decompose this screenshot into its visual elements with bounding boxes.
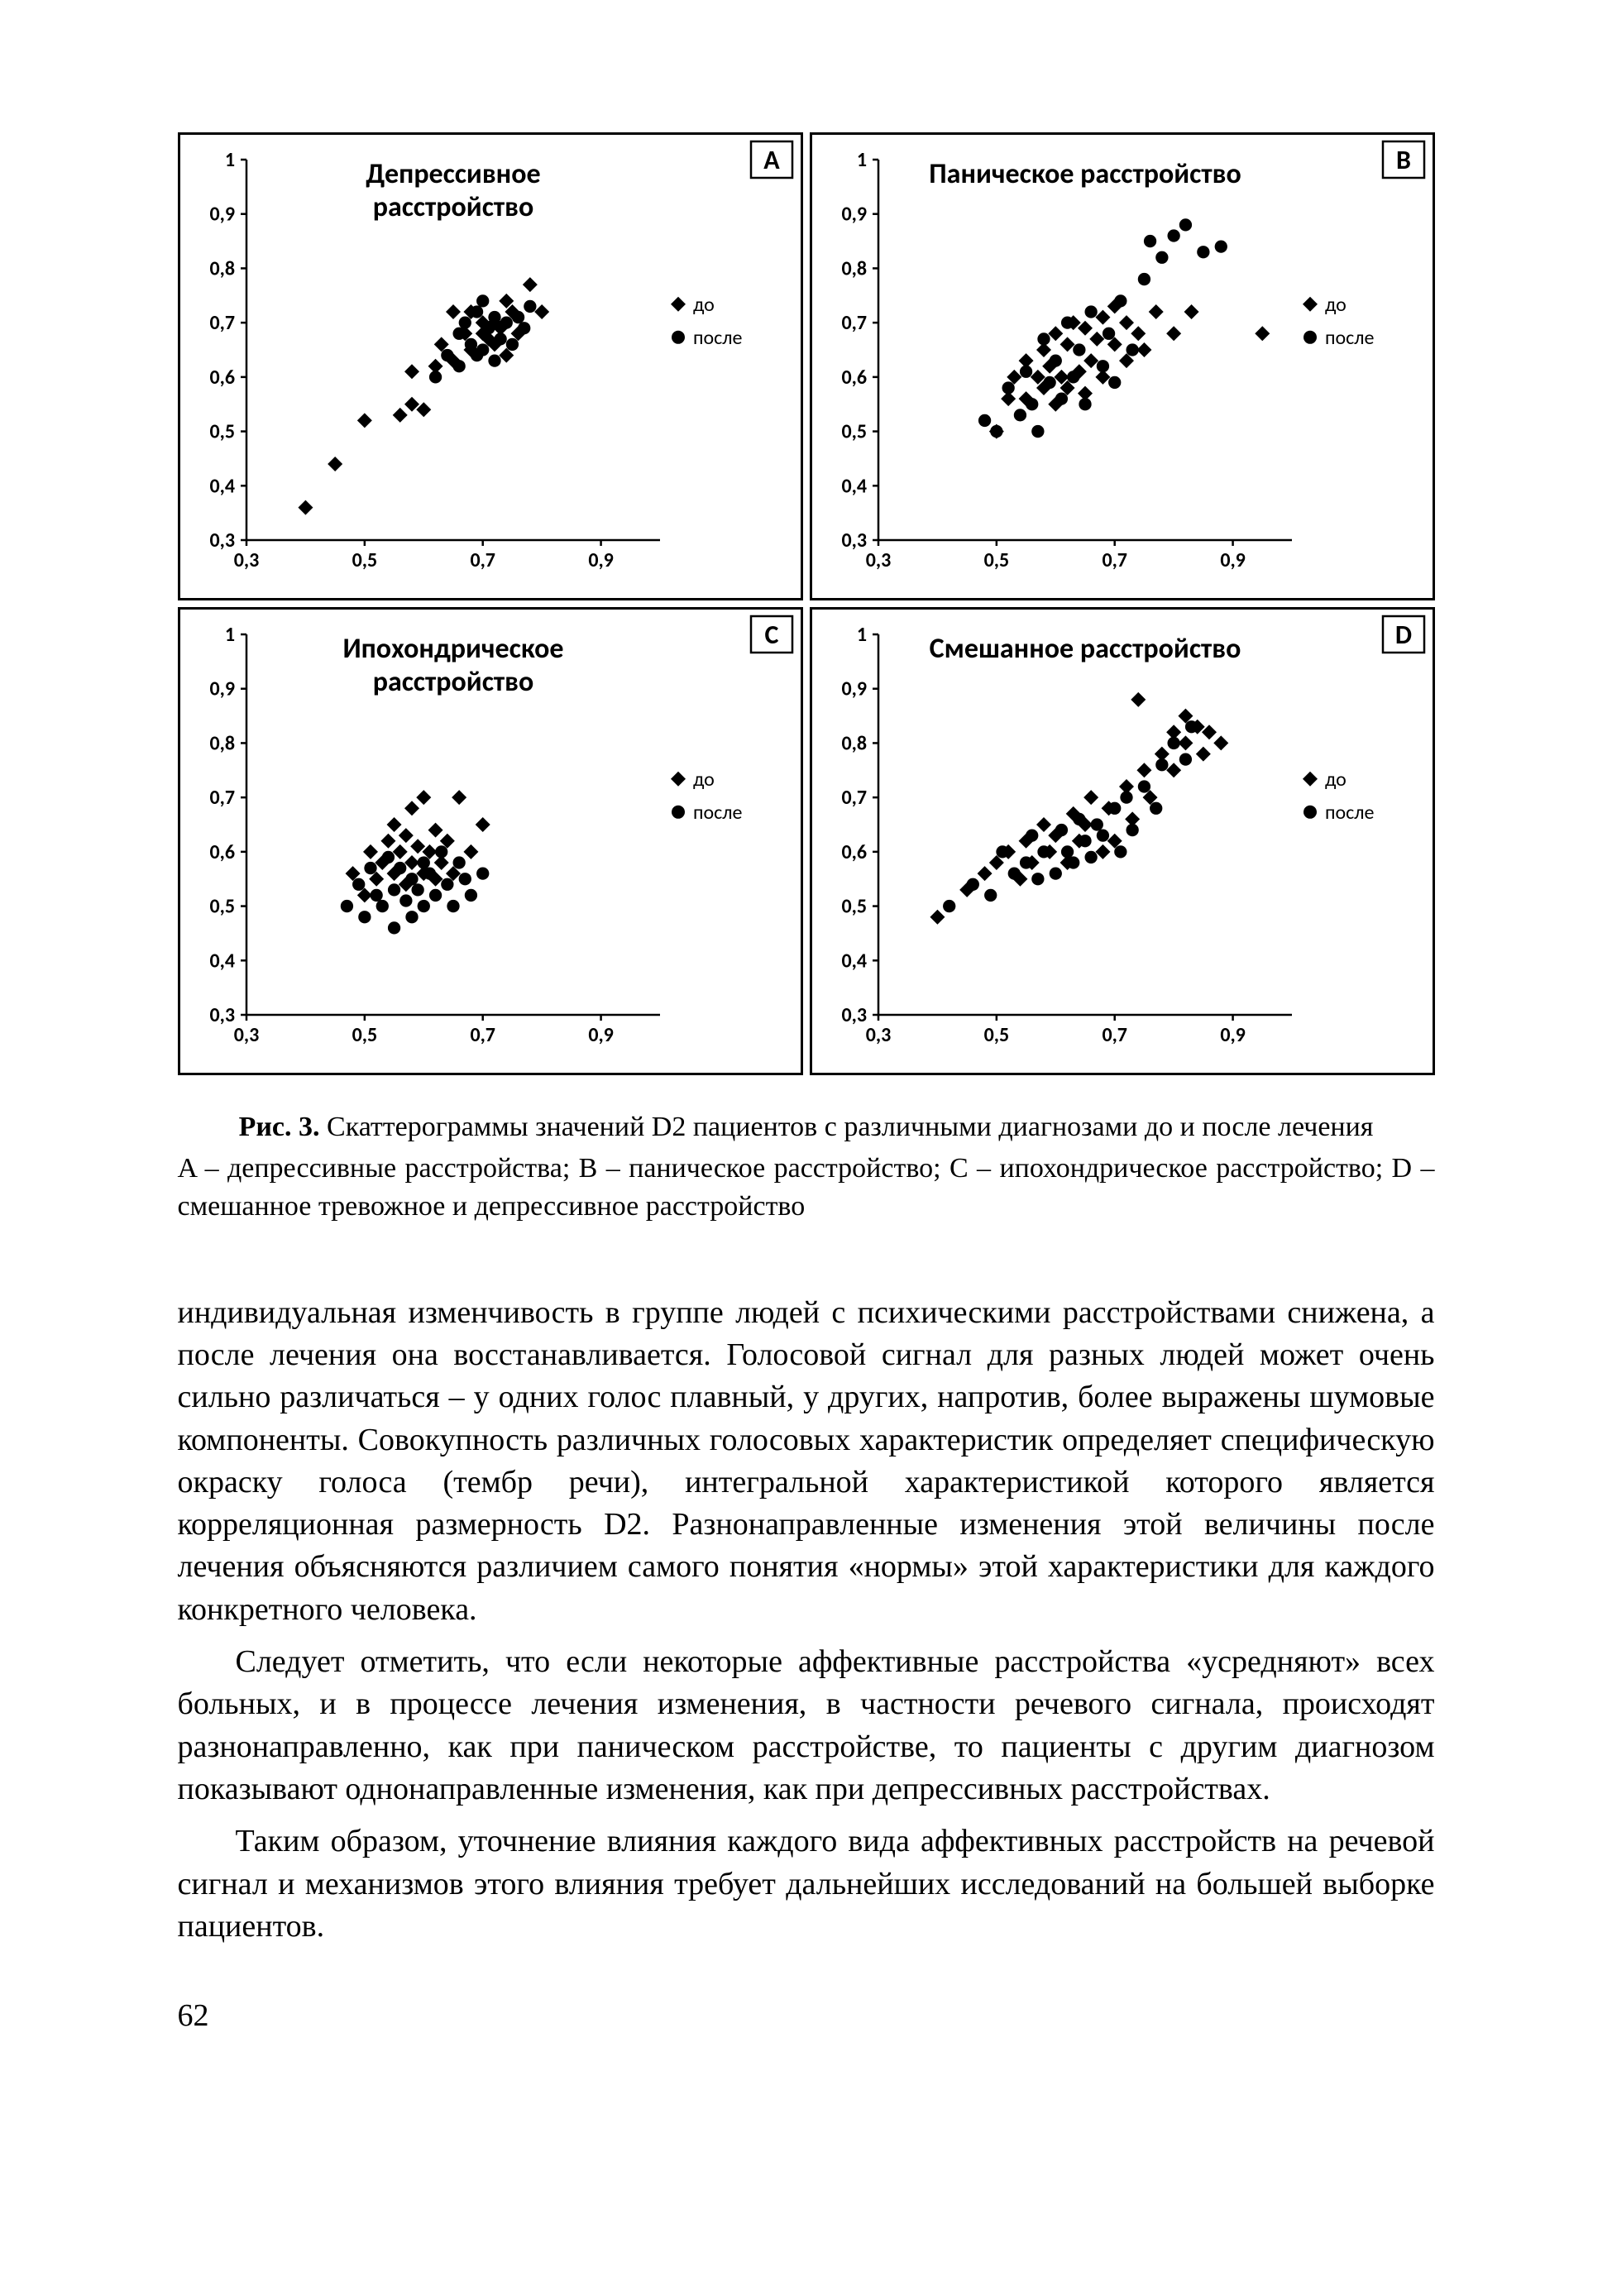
svg-text:1: 1 (224, 623, 234, 647)
svg-text:Депрессивное: Депрессивное (366, 157, 540, 191)
panel-a: 0,3 0,4 0,5 0,6 0,7 0,8 0,9 1 0,3 0,5 0,7 0,9 Депрес… (178, 132, 803, 600)
svg-text:0,3: 0,3 (841, 529, 867, 552)
svg-text:после: после (693, 326, 743, 350)
figure-3-grid: 0,3 0,4 0,5 0,6 0,7 0,8 0,9 1 0,3 0,5 0,7 0,9 Депрес… (178, 132, 1435, 1075)
caption-main: Скаттерограммы значений D2 пациентов с р… (327, 1112, 1373, 1142)
caption-sub: A – депрессивные расстройства; B – панич… (178, 1150, 1435, 1226)
svg-text:0,3: 0,3 (865, 548, 891, 572)
svg-text:0,6: 0,6 (841, 366, 867, 390)
svg-text:0,8: 0,8 (209, 256, 235, 280)
svg-text:0,9: 0,9 (588, 1023, 614, 1047)
svg-text:до: до (1325, 293, 1347, 317)
svg-text:D: D (1394, 619, 1411, 651)
svg-text:Паническое расстройство: Паническое расстройство (929, 157, 1241, 191)
svg-text:0,3: 0,3 (209, 529, 235, 552)
paragraph-1: индивидуальная изменчивость в группе люд… (178, 1292, 1435, 1631)
svg-text:1: 1 (856, 623, 866, 647)
svg-text:0,9: 0,9 (841, 203, 867, 227)
panel-b: 0,3 0,4 0,5 0,6 0,7 0,8 0,9 1 0,3 0,5 0,7 0,9 Паниче… (810, 132, 1435, 600)
svg-text:0,3: 0,3 (233, 1023, 259, 1047)
svg-text:после: после (1325, 326, 1375, 350)
svg-text:1: 1 (856, 148, 866, 172)
svg-text:0,5: 0,5 (841, 895, 867, 919)
svg-text:0,8: 0,8 (841, 731, 867, 755)
svg-text:до: до (1325, 768, 1347, 792)
svg-text:расстройство: расстройство (372, 190, 533, 224)
svg-text:0,7: 0,7 (470, 1023, 495, 1047)
figure-3-caption: Рис. 3. Скаттерограммы значений D2 пацие… (178, 1108, 1435, 1226)
svg-text:0,6: 0,6 (209, 840, 235, 864)
svg-text:0,4: 0,4 (209, 474, 235, 498)
svg-text:0,7: 0,7 (209, 786, 235, 810)
svg-text:0,9: 0,9 (1220, 1023, 1246, 1047)
svg-text:0,9: 0,9 (588, 548, 614, 572)
svg-text:0,9: 0,9 (209, 203, 235, 227)
svg-text:0,7: 0,7 (841, 786, 867, 810)
svg-text:0,8: 0,8 (209, 731, 235, 755)
svg-text:0,5: 0,5 (983, 548, 1009, 572)
svg-text:0,7: 0,7 (209, 311, 235, 335)
svg-text:0,9: 0,9 (841, 677, 867, 701)
svg-text:после: после (693, 801, 743, 825)
page-number: 62 (178, 1997, 1435, 2034)
svg-text:0,3: 0,3 (841, 1003, 867, 1027)
svg-text:Смешанное расстройство: Смешанное расстройство (929, 632, 1241, 666)
svg-text:0,4: 0,4 (209, 949, 235, 973)
svg-text:до: до (693, 768, 715, 792)
svg-text:до: до (693, 293, 715, 317)
svg-text:0,8: 0,8 (841, 256, 867, 280)
body-text: индивидуальная изменчивость в группе люд… (178, 1292, 1435, 1948)
svg-text:0,5: 0,5 (352, 1023, 377, 1047)
svg-text:0,4: 0,4 (841, 949, 867, 973)
svg-text:0,7: 0,7 (1102, 1023, 1127, 1047)
svg-text:0,5: 0,5 (983, 1023, 1009, 1047)
svg-text:A: A (763, 144, 780, 176)
caption-label: Рис. 3. (239, 1112, 320, 1142)
svg-text:0,5: 0,5 (352, 548, 377, 572)
svg-text:0,6: 0,6 (209, 366, 235, 390)
svg-text:0,9: 0,9 (1220, 548, 1246, 572)
svg-text:0,3: 0,3 (233, 548, 259, 572)
svg-text:0,9: 0,9 (209, 677, 235, 701)
panel-d: 0,3 0,4 0,5 0,6 0,7 0,8 0,9 1 0,3 0,5 0,7 0,9 Смешан… (810, 607, 1435, 1075)
svg-text:0,5: 0,5 (209, 420, 235, 444)
svg-text:0,4: 0,4 (841, 474, 867, 498)
svg-text:Ипохондрическое: Ипохондрическое (342, 632, 563, 666)
panel-c: 0,3 0,4 0,5 0,6 0,7 0,8 0,9 1 0,3 0,5 0,7 0,9 Ипохон… (178, 607, 803, 1075)
svg-text:0,7: 0,7 (841, 311, 867, 335)
svg-text:расстройство: расстройство (372, 665, 533, 699)
svg-text:0,5: 0,5 (841, 420, 867, 444)
svg-text:после: после (1325, 801, 1375, 825)
svg-text:1: 1 (224, 148, 234, 172)
svg-text:C: C (764, 619, 778, 651)
paragraph-2: Следует отметить, что если некоторые афф… (178, 1641, 1435, 1810)
svg-text:B: B (1396, 144, 1411, 176)
paragraph-3: Таким образом, уточнение влияния каждого… (178, 1820, 1435, 1948)
svg-text:0,7: 0,7 (470, 548, 495, 572)
svg-text:0,3: 0,3 (865, 1023, 891, 1047)
svg-text:0,6: 0,6 (841, 840, 867, 864)
svg-text:0,3: 0,3 (209, 1003, 235, 1027)
svg-text:0,7: 0,7 (1102, 548, 1127, 572)
svg-text:0,5: 0,5 (209, 895, 235, 919)
